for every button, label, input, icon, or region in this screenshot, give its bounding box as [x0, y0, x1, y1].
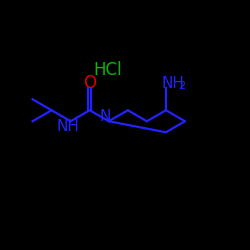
Text: O: O [83, 74, 96, 92]
Text: NH: NH [56, 119, 79, 134]
Text: HCl: HCl [93, 61, 122, 79]
Text: NH: NH [162, 76, 185, 91]
Text: N: N [99, 109, 111, 124]
Text: 2: 2 [178, 81, 186, 91]
